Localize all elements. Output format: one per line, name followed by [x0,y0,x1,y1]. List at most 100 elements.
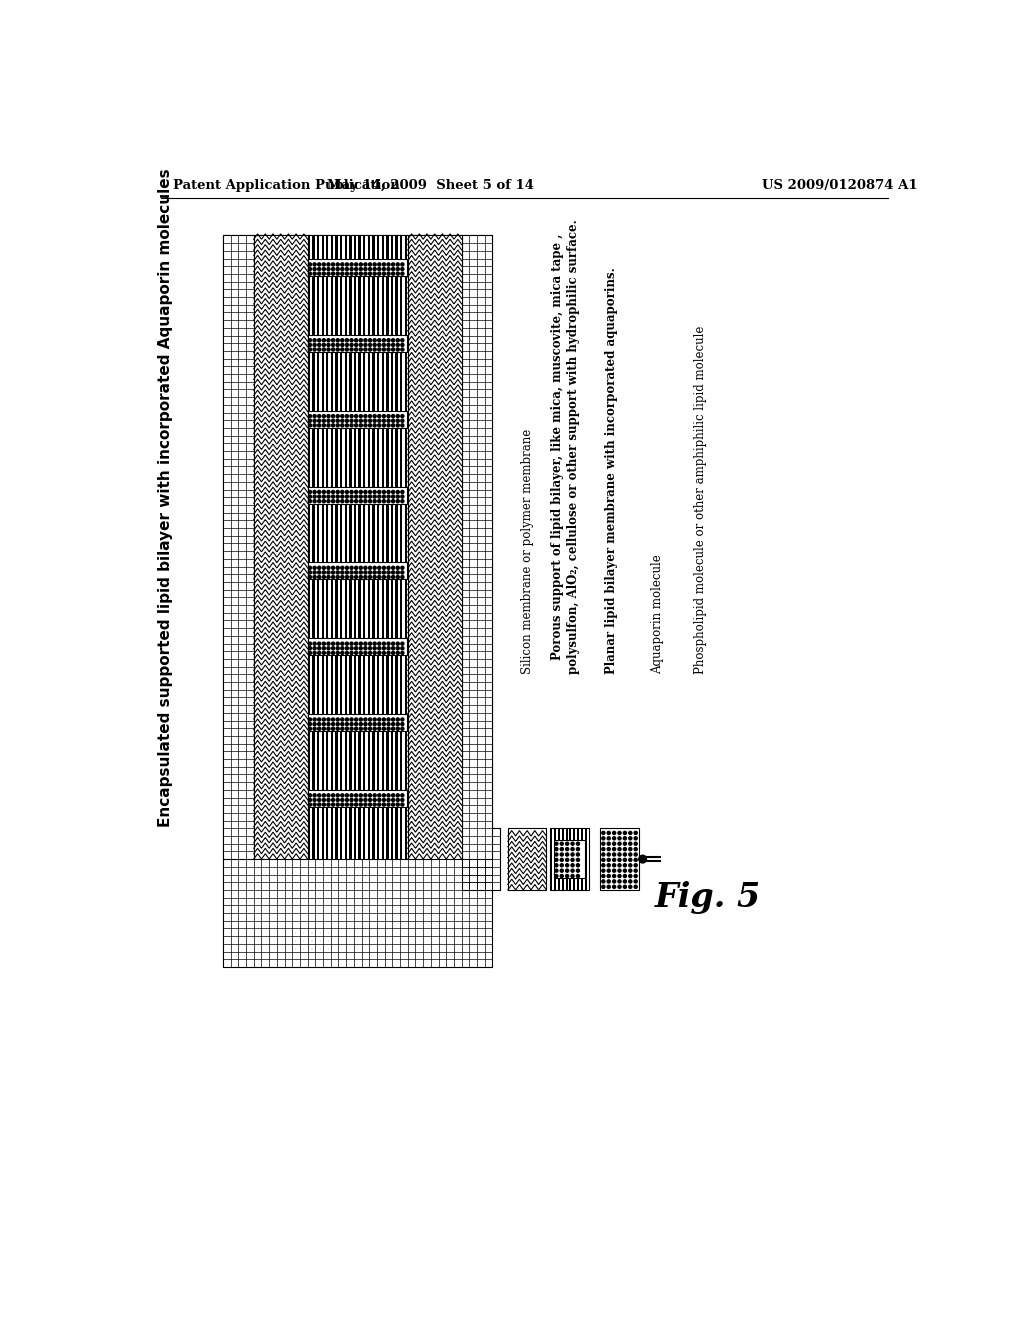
Circle shape [359,339,362,342]
Circle shape [378,566,381,569]
Circle shape [350,268,353,271]
Circle shape [332,642,335,645]
Circle shape [332,414,335,417]
Circle shape [369,268,372,271]
Circle shape [571,842,574,845]
Bar [395,235,397,859]
Circle shape [369,339,372,342]
Circle shape [364,727,367,730]
Circle shape [323,339,326,342]
Circle shape [317,718,321,721]
Circle shape [612,863,615,867]
Circle shape [602,837,605,840]
Circle shape [364,718,367,721]
Circle shape [345,424,348,426]
Circle shape [345,722,348,726]
Circle shape [327,491,330,494]
Circle shape [396,793,399,797]
Circle shape [327,799,330,801]
Circle shape [364,339,367,342]
Circle shape [308,722,311,726]
Circle shape [364,793,367,797]
Circle shape [327,718,330,721]
Circle shape [373,566,376,569]
Circle shape [364,500,367,503]
Circle shape [378,500,381,503]
Circle shape [332,722,335,726]
Circle shape [565,847,568,850]
Circle shape [565,842,568,845]
Circle shape [345,495,348,498]
Circle shape [382,722,385,726]
Circle shape [336,495,339,498]
Circle shape [359,570,362,574]
Circle shape [359,500,362,503]
Circle shape [382,420,385,422]
Circle shape [317,414,321,417]
Circle shape [345,500,348,503]
Circle shape [308,566,311,569]
Circle shape [341,727,344,730]
Circle shape [396,268,399,271]
Circle shape [396,348,399,351]
Bar [316,235,319,859]
Circle shape [317,495,321,498]
Circle shape [323,500,326,503]
Circle shape [400,651,403,655]
Circle shape [387,566,390,569]
Bar [223,235,493,966]
Circle shape [317,268,321,271]
Circle shape [332,570,335,574]
Circle shape [387,722,390,726]
Circle shape [313,647,316,649]
Circle shape [313,272,316,275]
Bar [400,235,402,859]
Circle shape [396,500,399,503]
Circle shape [634,842,637,845]
Circle shape [308,343,311,346]
Circle shape [396,722,399,726]
Circle shape [336,500,339,503]
Circle shape [308,414,311,417]
Circle shape [602,869,605,873]
Circle shape [387,803,390,807]
Circle shape [387,793,390,797]
Circle shape [571,858,574,862]
Circle shape [341,642,344,645]
Circle shape [313,343,316,346]
Circle shape [313,803,316,807]
Circle shape [336,268,339,271]
Circle shape [354,727,357,730]
Circle shape [327,793,330,797]
Circle shape [341,500,344,503]
Circle shape [327,343,330,346]
Circle shape [387,495,390,498]
Circle shape [387,799,390,801]
Bar [308,259,407,276]
Bar [308,562,407,579]
Circle shape [317,420,321,422]
Circle shape [354,576,357,578]
Circle shape [382,495,385,498]
Circle shape [327,495,330,498]
Circle shape [332,348,335,351]
Circle shape [317,491,321,494]
Circle shape [378,793,381,797]
Circle shape [345,793,348,797]
Circle shape [345,343,348,346]
Circle shape [341,343,344,346]
Circle shape [332,566,335,569]
Circle shape [313,799,316,801]
Circle shape [317,424,321,426]
Circle shape [382,642,385,645]
Circle shape [345,576,348,578]
Circle shape [577,869,580,873]
Circle shape [382,727,385,730]
Bar [462,235,493,859]
Circle shape [317,343,321,346]
Bar [368,235,370,859]
Bar [308,639,407,655]
Circle shape [354,420,357,422]
Circle shape [354,343,357,346]
Circle shape [323,420,326,422]
